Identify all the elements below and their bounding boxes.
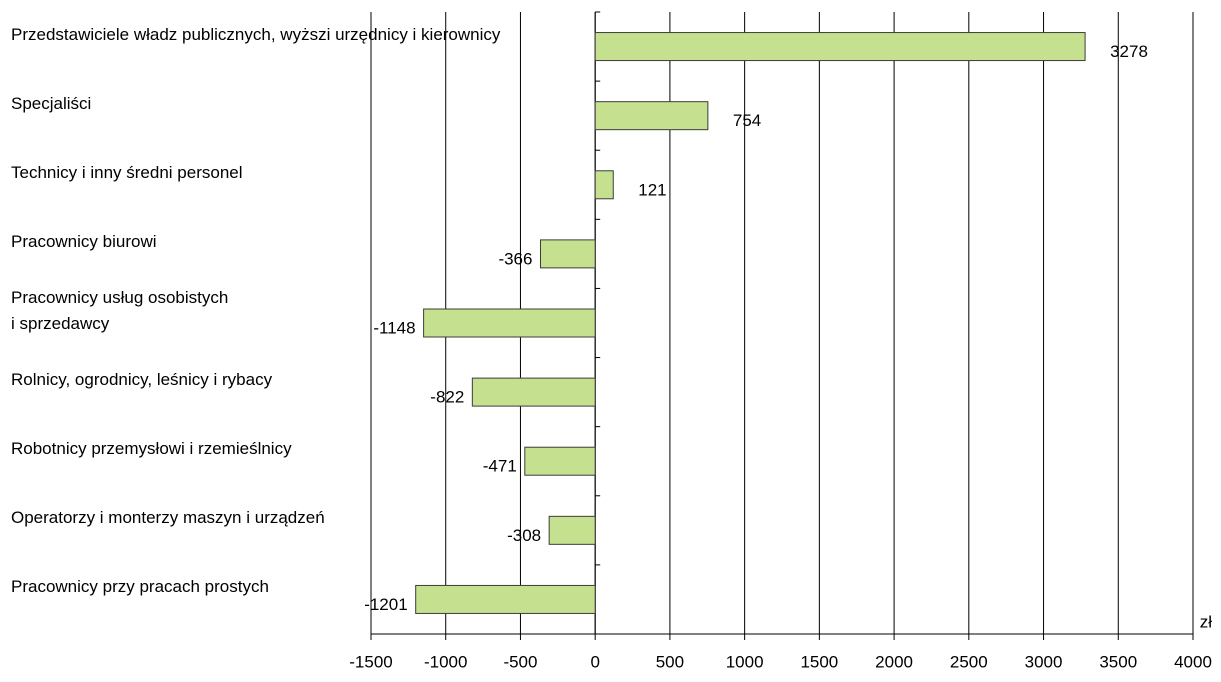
x-tick-label: 2500 xyxy=(950,652,988,671)
x-tick-label: -1500 xyxy=(349,652,392,671)
x-tick-label: -1000 xyxy=(424,652,467,671)
value-label: 3278 xyxy=(1110,42,1148,61)
y-tick-label: Przedstawiciele władz publicznych, wyższ… xyxy=(11,24,501,44)
x-tick-label: 1000 xyxy=(726,652,764,671)
bar xyxy=(594,101,709,131)
value-label: -366 xyxy=(498,249,532,268)
y-tick-label: Pracownicy biurowi xyxy=(11,231,157,251)
bar xyxy=(594,170,614,200)
value-label: -822 xyxy=(430,388,464,407)
y-tick-label: Technicy i inny średni personel xyxy=(11,162,243,182)
x-tick-label: 500 xyxy=(656,652,684,671)
y-tick-label: Pracownicy przy pracach prostych xyxy=(11,577,269,597)
value-label: -1148 xyxy=(373,318,415,337)
y-tick-label: Rolnicy, ogrodnicy, leśnicy i rybacy xyxy=(11,370,273,390)
value-label: 121 xyxy=(638,180,666,199)
x-tick-label: 3000 xyxy=(1025,652,1063,671)
bar xyxy=(471,377,596,407)
x-tick-label: 1500 xyxy=(800,652,838,671)
bar xyxy=(594,32,1086,62)
value-label: -471 xyxy=(483,457,517,476)
y-tick-label: Specjaliści xyxy=(11,93,92,113)
y-tick-label: Pracownicy usług osobistych i sprzedawcy xyxy=(11,288,229,333)
x-tick-label: 4000 xyxy=(1174,652,1212,671)
bar xyxy=(524,446,596,476)
value-label: -1201 xyxy=(364,595,407,614)
bar xyxy=(423,308,596,338)
y-tick-label: Operatorzy i monterzy maszyn i urządzeń xyxy=(11,508,325,528)
bar xyxy=(548,515,596,545)
x-tick-label: 0 xyxy=(590,652,599,671)
value-label: 754 xyxy=(733,111,761,130)
value-label: -308 xyxy=(507,526,541,545)
x-unit: zł xyxy=(1200,612,1213,631)
x-tick-label: 2000 xyxy=(875,652,913,671)
bar xyxy=(415,584,596,614)
x-tick-label: -500 xyxy=(503,652,537,671)
bar xyxy=(539,239,596,269)
y-tick-label: Robotnicy przemysłowi i rzemieślnicy xyxy=(11,439,292,459)
x-tick-label: 3500 xyxy=(1099,652,1137,671)
